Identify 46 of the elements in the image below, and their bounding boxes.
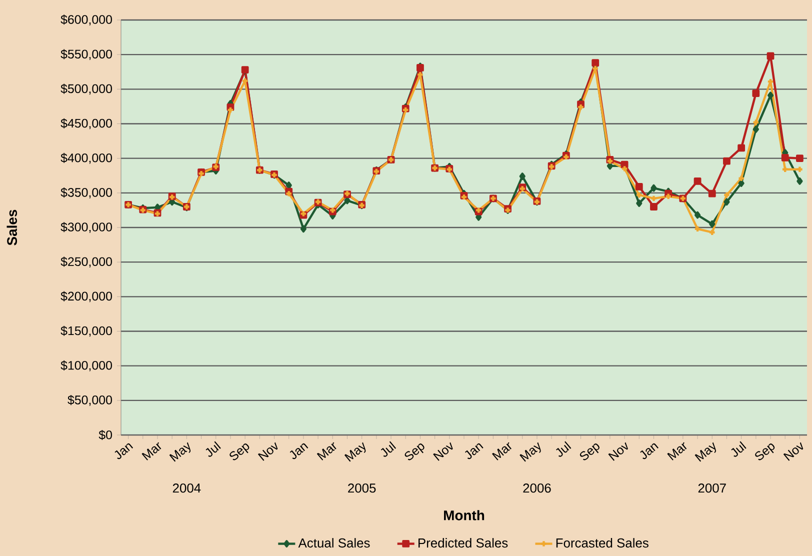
x-tick-label: Jan (114, 443, 134, 460)
x-tick-label: Sep (755, 444, 775, 460)
legend-label: Actual Sales (298, 538, 370, 548)
x-tick-label: Jul (731, 441, 746, 457)
y-tick-label: $400,000 (60, 152, 112, 164)
x-tick-label: Mar (316, 442, 336, 460)
x-tick-label: Jan (465, 443, 484, 460)
x-tick-label: Nov (258, 442, 278, 461)
x-axis-title: Month (444, 510, 484, 520)
y-tick-label: $300,000 (60, 222, 112, 233)
x-tick-label: Jul (206, 441, 221, 457)
x-tick-label: Jul (380, 441, 396, 457)
y-tick-label: $50,000 (68, 395, 112, 406)
x-tick-label: Mar (492, 442, 512, 460)
y-tick-label: $0 (98, 430, 112, 440)
y-tick-label: $350,000 (60, 188, 112, 198)
y-tick-label: $250,000 (60, 256, 112, 268)
text: 2005 (348, 484, 376, 493)
text: 2007 (698, 484, 726, 493)
x-tick-label: Jan (640, 443, 658, 460)
y-tick-label: $200,000 (60, 291, 112, 302)
x-tick-label: Sep (404, 444, 424, 460)
x-tick-label: Nov (433, 442, 453, 461)
y-tick-label: $450,000 (60, 118, 112, 130)
x-tick-label: Jul (556, 441, 572, 457)
x-tick-label: May (694, 442, 716, 462)
y-tick-label: $600,000 (60, 14, 112, 26)
x-tick-label: May (344, 442, 366, 462)
y-tick-label: $550,000 (60, 49, 112, 60)
x-tick-label: Nov (608, 442, 628, 461)
text: 2004 (172, 484, 201, 493)
y-tick-label: $500,000 (60, 84, 112, 95)
y-tick-label: $150,000 (60, 326, 112, 337)
legend-label: Predicted Sales (418, 538, 508, 548)
y-axis-title: Sales (6, 210, 18, 246)
x-tick-label: Mar (142, 442, 162, 460)
y-tick-label: $100,000 (60, 360, 112, 372)
x-tick-label: Sep (230, 444, 250, 460)
text: 2006 (523, 484, 551, 493)
x-tick-label: May (520, 442, 541, 462)
x-tick-label: Mar (667, 442, 687, 460)
x-tick-label: May (169, 442, 191, 462)
x-tick-label: Jan (290, 443, 308, 460)
x-tick-label: Sep (580, 444, 600, 460)
legend-label: Forcasted Sales (556, 538, 648, 548)
x-tick-label: Nov (783, 442, 804, 461)
